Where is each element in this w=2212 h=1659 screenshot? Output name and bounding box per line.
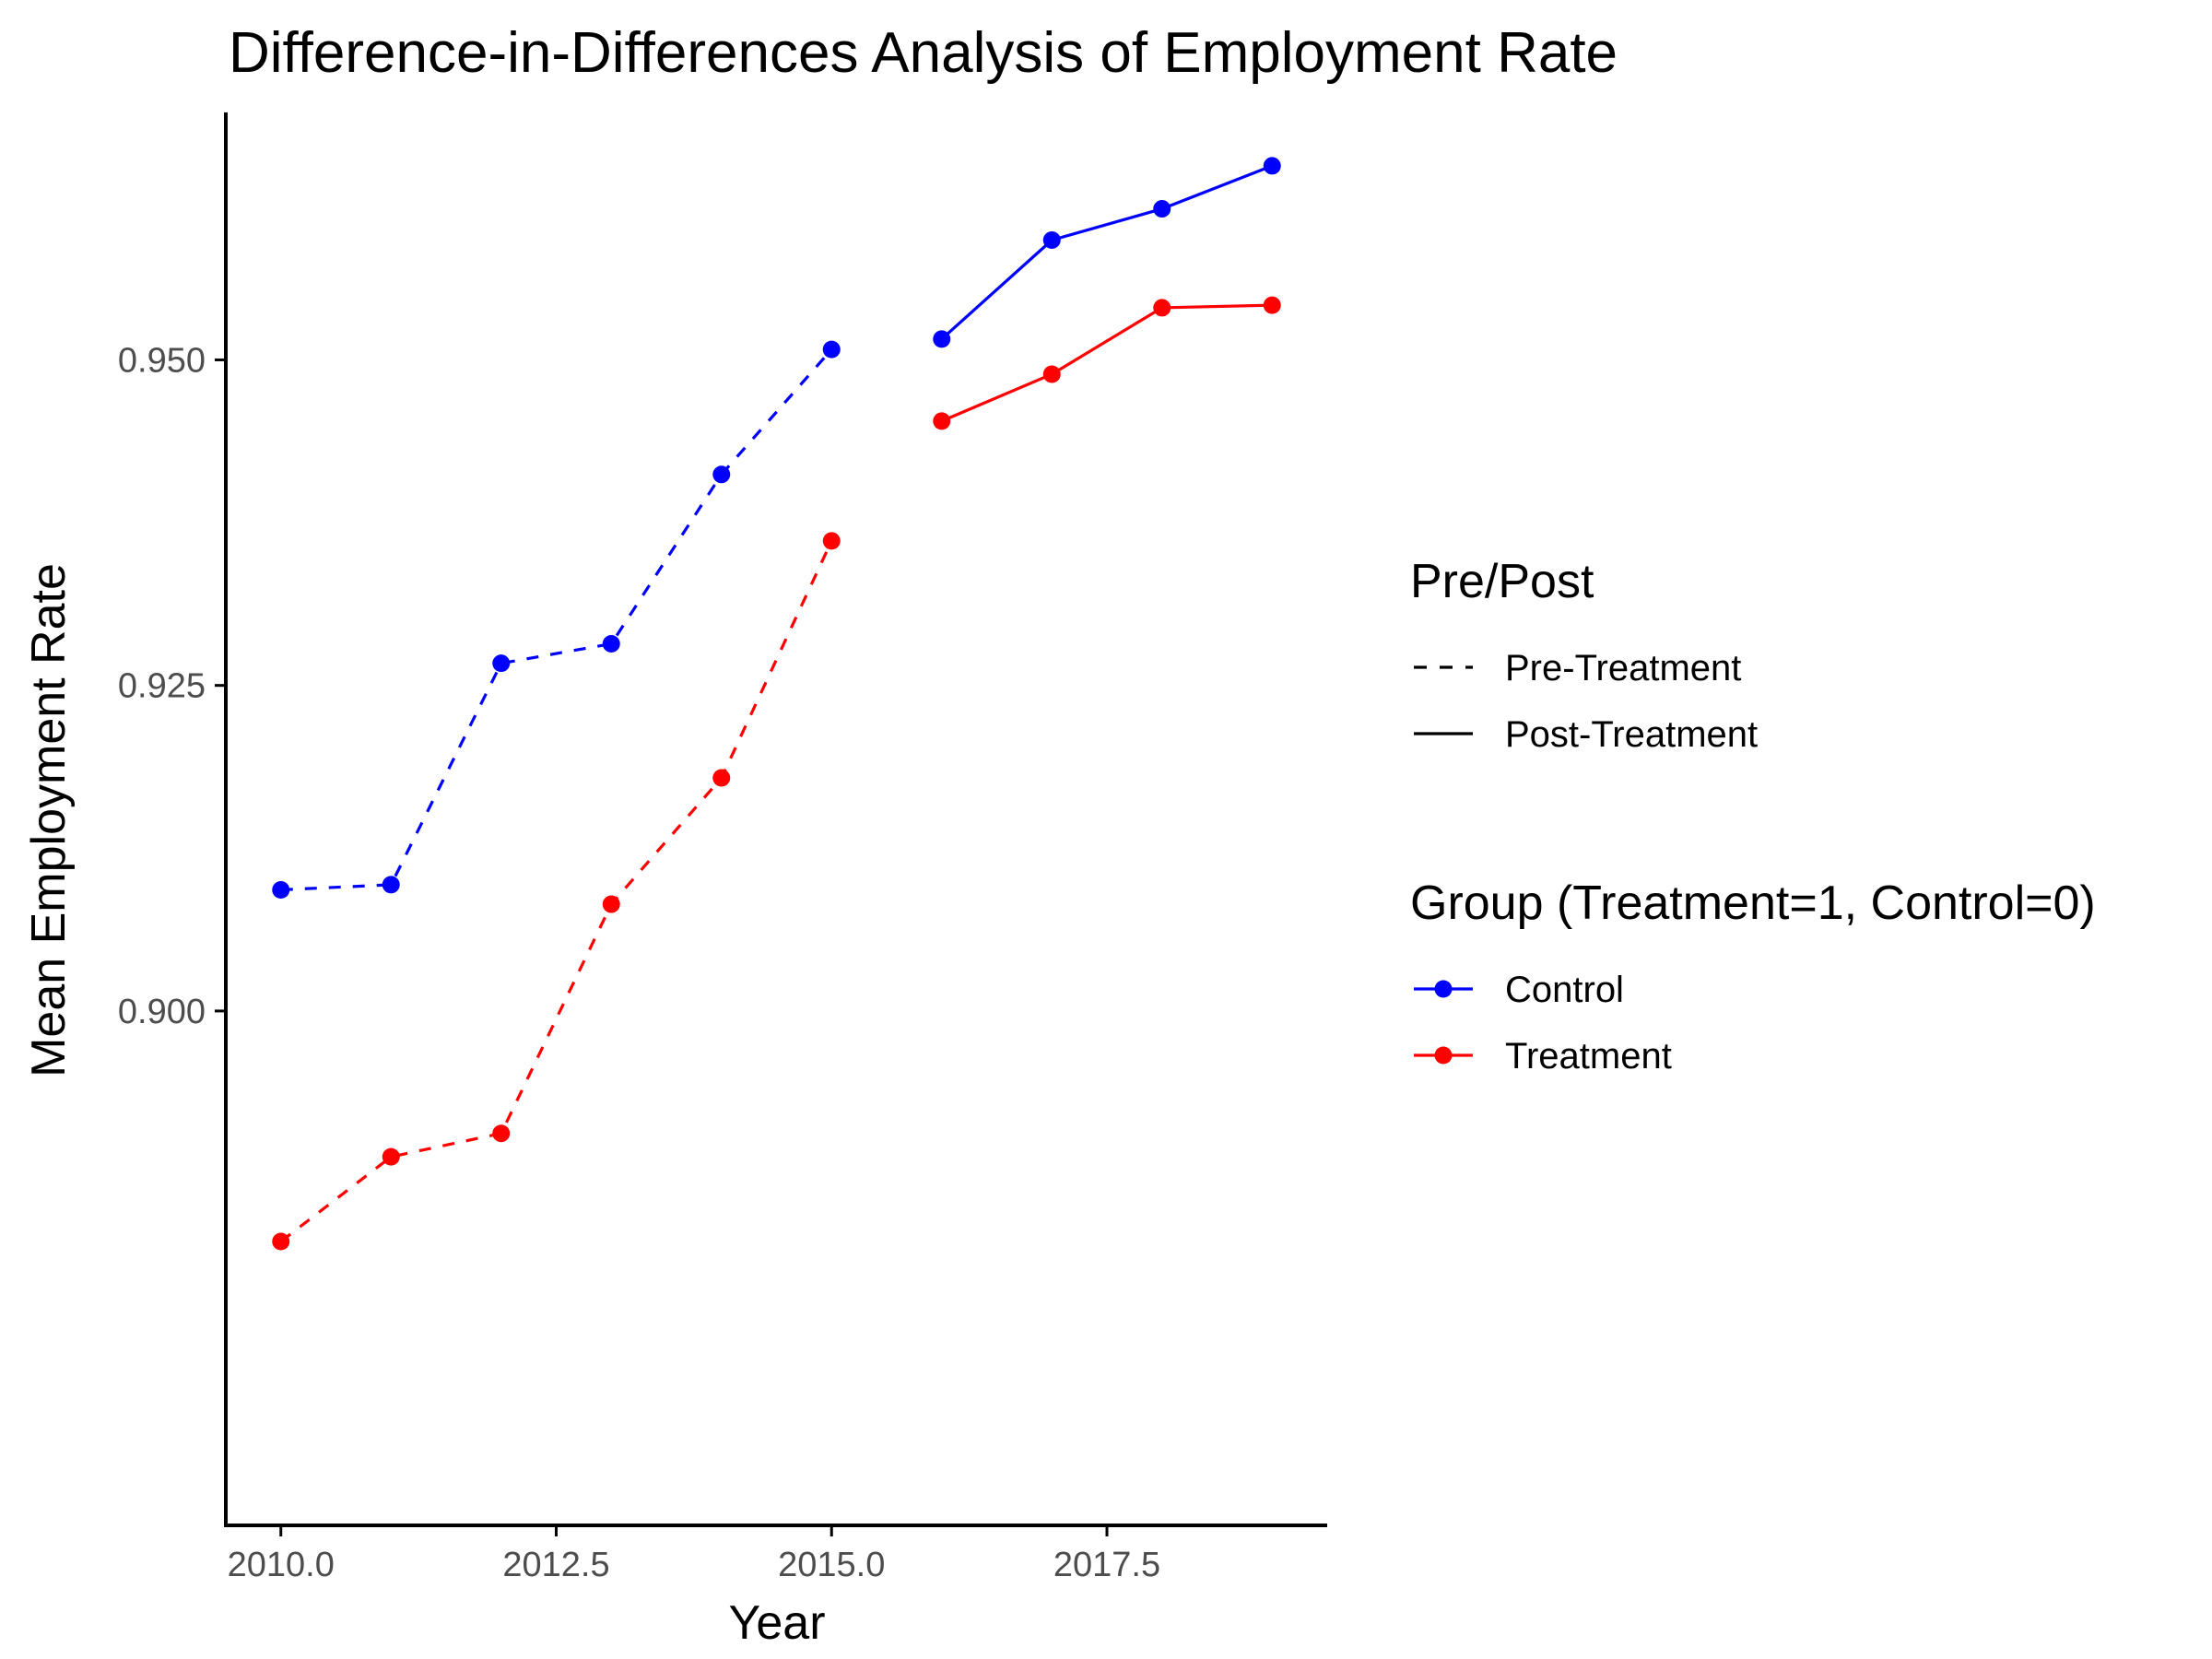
control-pre-treatment-point [492, 654, 511, 673]
x-tick-label: 2012.5 [502, 1546, 609, 1584]
axes-layer: 2010.0 2012.5 2015.0 2017.5 0.900 0.925 0.950 [118, 112, 1327, 1584]
control-pre-treatment-point [712, 465, 731, 484]
control-pre-treatment-point [602, 634, 620, 653]
legend-title-prepost: Pre/Post [1410, 555, 1594, 608]
legend-label-pre-treatment: Pre-Treatment [1505, 648, 1741, 688]
legend-title-group: Group (Treatment=1, Control=0) [1410, 877, 2096, 930]
treatment-post-treatment-point [1263, 296, 1281, 314]
treatment-pre-treatment-point [712, 769, 731, 787]
treatment-pre-treatment-point [272, 1232, 290, 1251]
treatment-pre-treatment-point [602, 895, 620, 913]
y-tick-label: 0.950 [118, 341, 206, 380]
chart-title: Difference-in-Differences Analysis of Em… [229, 21, 1618, 85]
control-pre-treatment-point [822, 340, 841, 359]
legend: Pre/Post Pre-Treatment Post-Treatment Group… [1410, 555, 2096, 1077]
plot-area: 2010.0 2012.5 2015.0 2017.5 0.900 0.925 0.950 [118, 112, 1327, 1584]
x-axis-title: Year [728, 1596, 825, 1650]
y-axis-title: Mean Employment Rate [22, 563, 76, 1077]
control-post-treatment-point [933, 330, 951, 348]
x-tick-label: 2017.5 [1053, 1546, 1160, 1584]
y-tick-label: 0.900 [118, 993, 206, 1031]
treatment-pre-treatment-line [279, 540, 833, 1243]
series-layer [272, 157, 1281, 1251]
control-post-treatment-line [940, 164, 1273, 340]
y-tick-label: 0.925 [118, 667, 206, 706]
legend-label-control: Control [1505, 970, 1624, 1010]
legend-label-treatment: Treatment [1505, 1036, 1672, 1077]
control-post-treatment-point [1042, 230, 1061, 249]
control-post-treatment-point [1153, 200, 1171, 218]
control-pre-treatment-point [382, 876, 400, 894]
treatment-pre-treatment-point [492, 1124, 511, 1143]
control-post-treatment-point [1263, 157, 1281, 175]
x-tick-label: 2010.0 [228, 1546, 335, 1584]
x-tick-label: 2015.0 [778, 1546, 885, 1584]
legend-key-point-control [1434, 980, 1453, 998]
treatment-post-treatment-point [1153, 299, 1171, 317]
legend-key-point-treatment [1434, 1046, 1453, 1065]
control-pre-treatment-point [272, 881, 290, 900]
treatment-pre-treatment-point [382, 1147, 400, 1166]
legend-label-post-treatment: Post-Treatment [1505, 714, 1758, 755]
treatment-post-treatment-point [933, 412, 951, 430]
treatment-post-treatment-point [1042, 365, 1061, 383]
treatment-pre-treatment-point [822, 532, 841, 550]
treatment-post-treatment-line [941, 303, 1273, 423]
control-pre-treatment-line [280, 348, 833, 892]
